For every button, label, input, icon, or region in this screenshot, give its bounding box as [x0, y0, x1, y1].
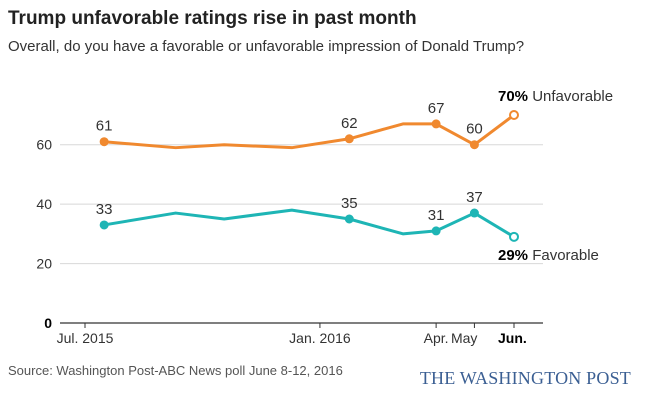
x-tick-label: Jun. [498, 330, 527, 346]
x-tick-label: Jul. 2015 [57, 330, 114, 346]
y-tick-label: 20 [36, 256, 52, 272]
y-tick-label: 0 [44, 315, 52, 331]
y-tick-label: 40 [36, 196, 52, 212]
favorable-end-label: 29% Favorable [498, 247, 599, 264]
chart-title: Trump unfavorable ratings rise in past m… [8, 8, 417, 29]
unfavorable-data-point [431, 119, 441, 129]
favorable-series-line [102, 208, 516, 239]
favorable-data-label: 37 [466, 189, 483, 206]
x-tick-label: Apr. [424, 330, 449, 346]
favorable-data-point [431, 226, 441, 236]
x-tick-label: Jan. 2016 [289, 330, 351, 346]
publisher-logo: THE WASHINGTON POST [419, 368, 631, 388]
unfavorable-data-point [99, 137, 109, 147]
favorable-data-label: 31 [428, 207, 445, 224]
unfavorable-data-label: 62 [341, 115, 358, 132]
unfavorable-end-label: 70% Unfavorable [498, 88, 613, 105]
favorable-data-label: 35 [341, 195, 358, 212]
y-tick-label: 60 [36, 137, 52, 153]
chart-subtitle: Overall, do you have a favorable or unfa… [8, 38, 525, 55]
unfavorable-data-point [509, 110, 519, 120]
x-tick-label: May [451, 330, 477, 346]
source-note: Source: Washington Post-ABC News poll Ju… [8, 363, 343, 378]
unfavorable-series-line [102, 113, 516, 150]
unfavorable-data-label: 67 [428, 100, 445, 117]
favorable-data-point [344, 214, 354, 224]
unfavorable-data-point [469, 140, 479, 150]
favorable-data-point [469, 208, 479, 218]
unfavorable-data-point [344, 134, 354, 144]
favorable-data-point [509, 231, 519, 242]
favorable-data-point [99, 220, 109, 230]
favorable-data-label: 33 [96, 201, 113, 218]
unfavorable-data-label: 60 [466, 121, 483, 138]
unfavorable-data-label: 61 [96, 118, 113, 135]
